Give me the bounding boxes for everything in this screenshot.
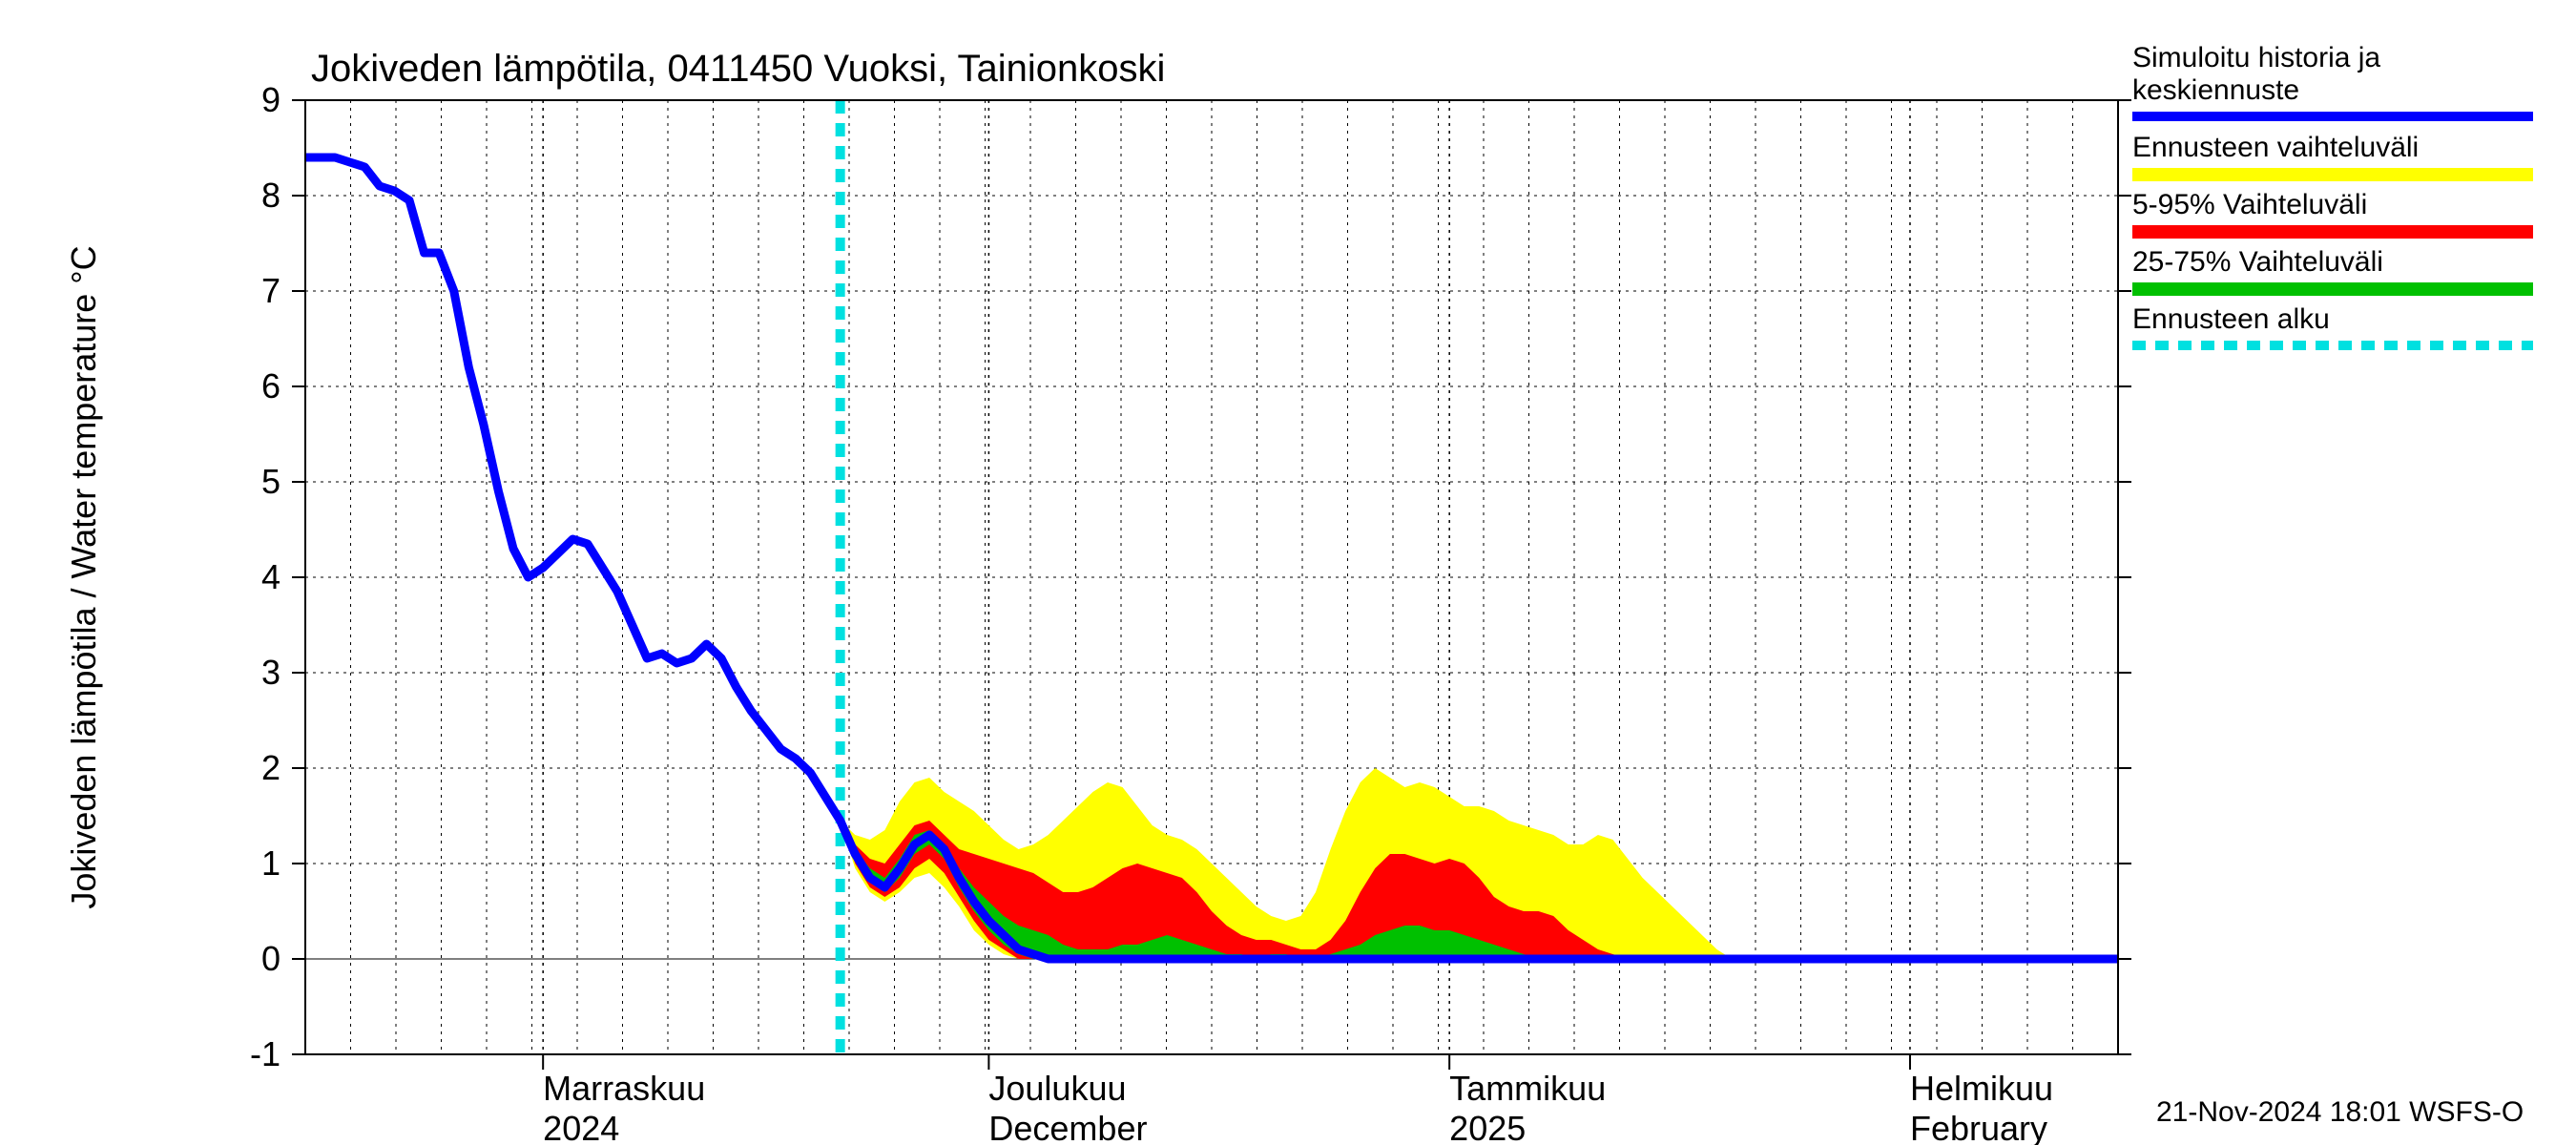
legend-label: keskiennuste (2132, 74, 2299, 106)
legend-swatch (2132, 225, 2533, 239)
legend-label: Ennusteen vaihteluväli (2132, 132, 2419, 163)
chart-container: -1 0 1 2 3 4 5 6 7 8 9 Marraskuu2024 JoulukuuDecembe… (0, 0, 2576, 1145)
x-month-sublabel: 2024 (543, 1109, 619, 1145)
y-tick-label: 3 (261, 653, 280, 692)
y-tick-label: 7 (261, 271, 280, 310)
x-month-label: Joulukuu (988, 1069, 1126, 1108)
x-month-label: Marraskuu (543, 1069, 705, 1108)
chart-footer: 21-Nov-2024 18:01 WSFS-O (2156, 1096, 2524, 1128)
x-month-sublabel: February (1910, 1109, 2047, 1145)
x-month-label: Helmikuu (1910, 1069, 2053, 1108)
y-axis-label: Jokiveden lämpötila / Water temperature … (64, 245, 103, 908)
x-month-sublabel: 2025 (1449, 1109, 1526, 1145)
x-month-label: Tammikuu (1449, 1069, 1606, 1108)
y-tick-label: 1 (261, 843, 280, 883)
water-temperature-chart: -1 0 1 2 3 4 5 6 7 8 9 Marraskuu2024 JoulukuuDecembe… (0, 0, 2576, 1145)
legend-label: Simuloitu historia ja (2132, 42, 2380, 73)
y-tick-label: 6 (261, 366, 280, 406)
y-tick-label: 0 (261, 939, 280, 978)
legend-label: Ennusteen alku (2132, 303, 2330, 335)
y-tick-label: 5 (261, 462, 280, 501)
legend-label: 5-95% Vaihteluväli (2132, 189, 2367, 220)
y-tick-label: 9 (261, 80, 280, 119)
chart-title: Jokiveden lämpötila, 0411450 Vuoksi, Tai… (311, 48, 1165, 90)
y-tick-label: 4 (261, 557, 280, 596)
forecast-bands (841, 768, 1792, 959)
y-tick-label: 2 (261, 748, 280, 787)
y-tick-label: -1 (250, 1034, 280, 1073)
y-tick-label: 8 (261, 176, 280, 215)
legend-swatch (2132, 168, 2533, 181)
legend-label: 25-75% Vaihteluväli (2132, 246, 2383, 278)
x-month-sublabel: December (988, 1109, 1147, 1145)
legend-swatch (2132, 282, 2533, 296)
